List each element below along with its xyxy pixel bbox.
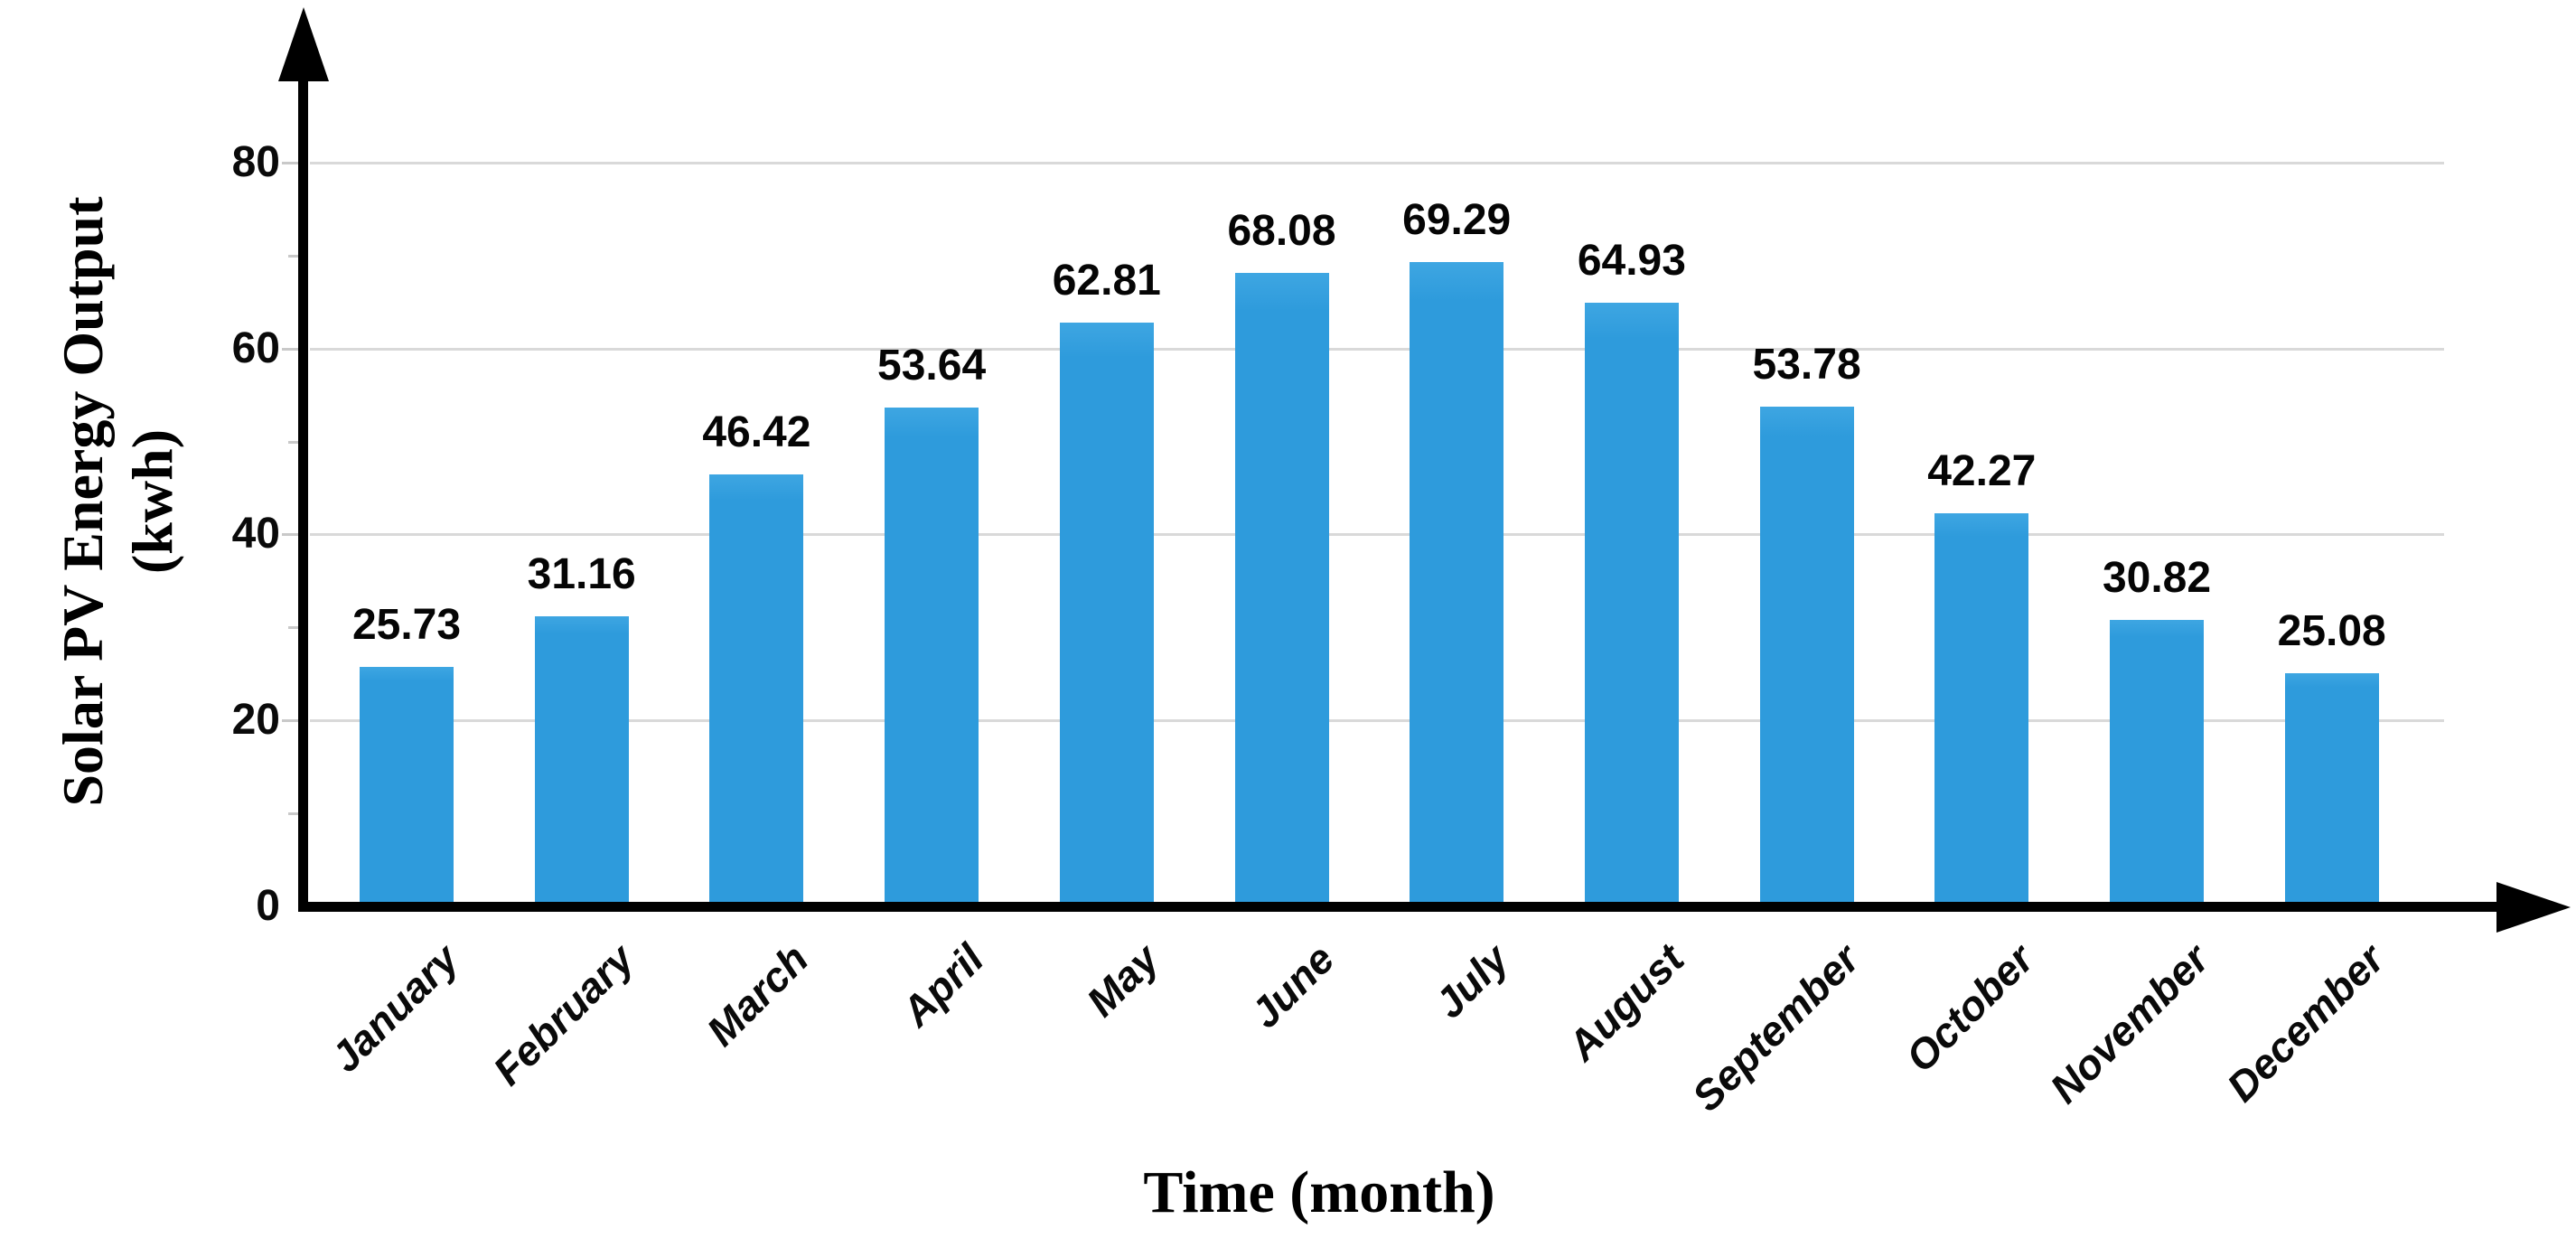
- x-axis-line: [298, 902, 2503, 912]
- y-axis-arrow-icon: [278, 7, 329, 81]
- x-tick-label-july: July: [1425, 934, 1518, 1027]
- gridline-80: [310, 161, 2444, 164]
- bar-value-label-december: 25.08: [2277, 606, 2386, 655]
- y-tick-mark-50: [288, 440, 298, 444]
- x-tick-label-september: September: [1682, 934, 1869, 1121]
- bar-december: [2284, 672, 2379, 904]
- bar-value-label-november: 30.82: [2102, 553, 2212, 602]
- bar-value-label-may: 62.81: [1052, 256, 1161, 305]
- bar-august: [1584, 302, 1679, 904]
- x-tick-label-january: January: [321, 934, 468, 1082]
- y-tick-label-20: 20: [231, 696, 280, 745]
- x-axis-arrow-icon: [2496, 882, 2571, 933]
- x-tick-label-march: March: [698, 934, 818, 1055]
- x-tick-label-april: April: [892, 934, 993, 1036]
- y-tick-label-40: 40: [231, 510, 280, 558]
- y-tick-mark-10: [288, 812, 298, 816]
- bar-value-label-march: 46.42: [702, 408, 811, 457]
- y-axis-title: Solar PV Energy Output (kwh): [48, 23, 187, 980]
- y-tick-label-0: 0: [256, 882, 280, 930]
- y-tick-mark-60: [282, 347, 298, 351]
- bar-march: [709, 474, 804, 904]
- bar-november: [2110, 619, 2204, 904]
- y-tick-mark-70: [288, 254, 298, 258]
- x-tick-label-june: June: [1241, 934, 1343, 1037]
- y-tick-mark-40: [282, 533, 298, 537]
- y-tick-label-60: 60: [231, 324, 280, 372]
- x-tick-label-december: December: [2217, 934, 2393, 1111]
- y-tick-mark-80: [282, 161, 298, 164]
- bar-april: [885, 408, 979, 904]
- y-tick-mark-30: [288, 626, 298, 630]
- bar-february: [534, 616, 629, 904]
- gridline-40: [310, 533, 2444, 537]
- bar-january: [360, 667, 454, 904]
- y-tick-label-80: 80: [231, 137, 280, 186]
- gridline-60: [310, 347, 2444, 351]
- bar-value-label-october: 42.27: [1927, 447, 2037, 496]
- x-tick-label-october: October: [1897, 934, 2043, 1082]
- bar-october: [1934, 513, 2029, 904]
- gridline-20: [310, 719, 2444, 723]
- bar-value-label-february: 31.16: [527, 550, 636, 599]
- x-tick-label-may: May: [1077, 934, 1168, 1026]
- bar-september: [1759, 406, 1854, 904]
- y-axis-line: [298, 63, 308, 912]
- bar-value-label-june: 68.08: [1227, 207, 1336, 256]
- bar-june: [1234, 273, 1329, 904]
- x-tick-label-november: November: [2040, 934, 2218, 1112]
- y-axis-title-line2: (kwh): [120, 428, 184, 575]
- bar-value-label-july: 69.29: [1402, 196, 1512, 244]
- x-axis-title: Time (month): [1143, 1159, 1495, 1225]
- bar-may: [1059, 322, 1154, 904]
- x-tick-label-february: February: [483, 934, 643, 1094]
- y-axis-title-line1: Solar PV Energy Output: [51, 196, 115, 807]
- bar-value-label-september: 53.78: [1752, 340, 1861, 389]
- bar-value-label-january: 25.73: [351, 601, 462, 650]
- bar-value-label-august: 64.93: [1577, 236, 1686, 285]
- bar-july: [1410, 262, 1504, 904]
- x-tick-label-august: August: [1558, 934, 1693, 1070]
- bar-value-label-april: 53.64: [877, 342, 987, 390]
- y-tick-mark-20: [282, 719, 298, 723]
